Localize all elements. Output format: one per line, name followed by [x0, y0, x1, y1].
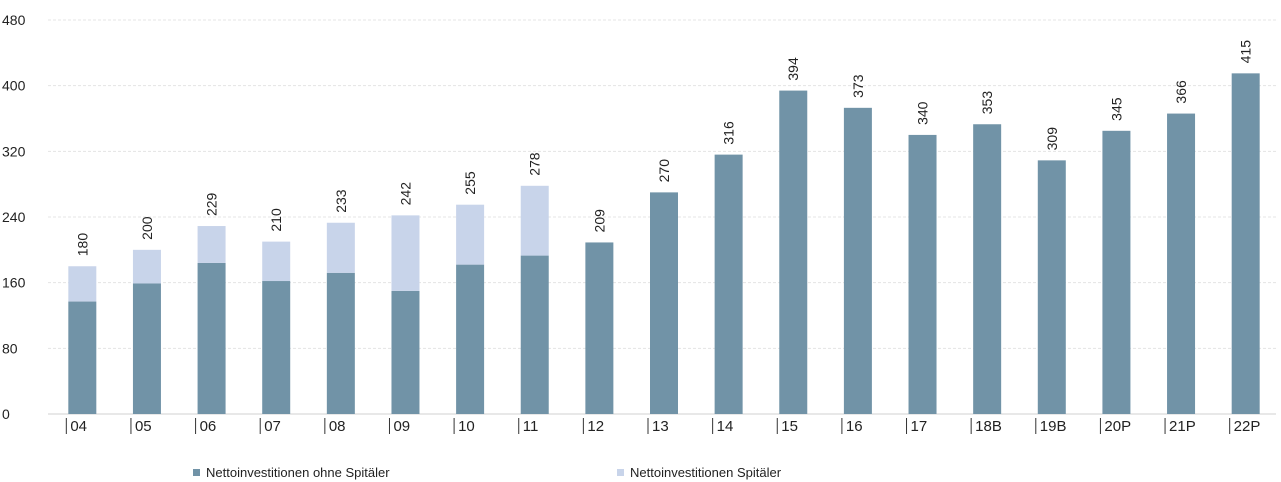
data-label: 345 — [1108, 97, 1124, 121]
bar-spitaeler — [262, 241, 291, 282]
legend-swatch-spitaeler — [617, 469, 624, 476]
bar-ohne-spitaeler — [456, 264, 485, 414]
x-tick-label: 12 — [587, 418, 604, 435]
data-label: 242 — [397, 182, 413, 206]
bar-ohne-spitaeler — [650, 192, 678, 414]
x-tick-label: 07 — [264, 418, 281, 435]
x-tick-label: 13 — [652, 418, 669, 435]
x-tick-label: 14 — [717, 418, 734, 435]
data-label: 340 — [915, 101, 931, 125]
bar-ohne-spitaeler — [132, 283, 161, 414]
legend: Nettoinvestitionen ohne Spitäler Nettoin… — [0, 465, 1281, 482]
data-label: 229 — [204, 192, 220, 216]
bar-ohne-spitaeler — [197, 262, 226, 414]
y-tick-label: 80 — [2, 340, 18, 356]
bar-ohne-spitaeler — [1102, 130, 1131, 414]
x-tick-label: 22P — [1234, 418, 1261, 435]
data-label: 309 — [1044, 127, 1060, 151]
bar-spitaeler — [197, 226, 226, 263]
x-tick-label: 08 — [329, 418, 346, 435]
bar-ohne-spitaeler — [779, 90, 808, 414]
bar-ohne-spitaeler — [1037, 160, 1066, 414]
x-tick-label: 06 — [200, 418, 217, 435]
legend-item-ohne-spitaeler: Nettoinvestitionen ohne Spitäler — [193, 465, 390, 480]
bar-spitaeler — [520, 185, 549, 256]
y-tick-label: 400 — [2, 78, 26, 94]
data-label: 210 — [268, 208, 284, 232]
bar-spitaeler — [68, 266, 97, 302]
data-label: 394 — [785, 57, 801, 81]
data-labels: 180 200 229 210 233 242 255 278 209 270 316 394 373 3… — [74, 40, 1253, 256]
bar-ohne-spitaeler — [1167, 113, 1196, 414]
bar-spitaeler — [456, 204, 485, 265]
x-tick-label: 21P — [1169, 418, 1196, 435]
bar-spitaeler — [391, 215, 420, 291]
bar-ohne-spitaeler — [585, 242, 614, 414]
x-tick-label: 11 — [523, 418, 539, 435]
data-label: 180 — [74, 233, 90, 257]
y-tick-label: 320 — [2, 143, 26, 159]
bar-ohne-spitaeler — [520, 255, 549, 414]
data-label: 255 — [462, 171, 478, 195]
legend-swatch-ohne-spitaeler — [193, 469, 200, 476]
bar-ohne-spitaeler — [843, 107, 872, 415]
data-label: 209 — [591, 209, 607, 233]
x-tick-label: 05 — [135, 418, 152, 435]
y-tick-label: 0 — [2, 406, 10, 422]
data-label: 270 — [656, 159, 672, 183]
x-tick-label: 19B — [1040, 418, 1067, 435]
bar-spitaeler — [132, 249, 161, 284]
data-label: 233 — [333, 189, 349, 213]
bar-ohne-spitaeler — [68, 301, 97, 414]
bar-chart: 0 80 160 240 320 400 480 04 05 06 07 08 09 10 11 12 13 1… — [2, 12, 1276, 435]
x-tick-label: 17 — [911, 418, 928, 435]
bar-ohne-spitaeler — [1231, 73, 1260, 415]
data-label: 366 — [1173, 80, 1189, 104]
data-label: 200 — [139, 216, 155, 240]
bar-spitaeler — [326, 222, 355, 273]
data-label: 373 — [850, 74, 866, 98]
data-label: 316 — [721, 121, 737, 145]
x-axis: 04 05 06 07 08 09 10 11 12 13 14 15 16 17 18B 19B 20P 21P… — [65, 418, 1261, 435]
bar-ohne-spitaeler — [326, 272, 355, 414]
y-axis: 0 80 160 240 320 400 480 — [2, 12, 26, 422]
x-tick-label: 18B — [975, 418, 1002, 435]
x-tick-label: 10 — [458, 418, 475, 435]
x-tick-label: 16 — [846, 418, 863, 435]
x-tick-label: 15 — [781, 418, 798, 435]
y-tick-label: 240 — [2, 209, 26, 225]
bar-ohne-spitaeler — [391, 290, 420, 414]
legend-label: Nettoinvestitionen Spitäler — [630, 465, 782, 480]
bar-ohne-spitaeler — [973, 124, 1002, 414]
data-label: 353 — [979, 91, 995, 115]
bar-ohne-spitaeler — [908, 134, 937, 414]
legend-label: Nettoinvestitionen ohne Spitäler — [206, 465, 390, 480]
y-tick-label: 160 — [2, 275, 26, 291]
x-tick-label: 20P — [1104, 418, 1131, 435]
x-tick-label: 09 — [393, 418, 410, 435]
data-label: 415 — [1238, 40, 1254, 64]
bars — [68, 73, 1260, 415]
bar-ohne-spitaeler — [714, 154, 743, 414]
data-label: 278 — [527, 152, 543, 176]
y-tick-label: 480 — [2, 12, 26, 28]
x-tick-label: 04 — [70, 418, 87, 435]
legend-item-spitaeler: Nettoinvestitionen Spitäler — [617, 465, 781, 480]
bar-ohne-spitaeler — [262, 281, 291, 414]
